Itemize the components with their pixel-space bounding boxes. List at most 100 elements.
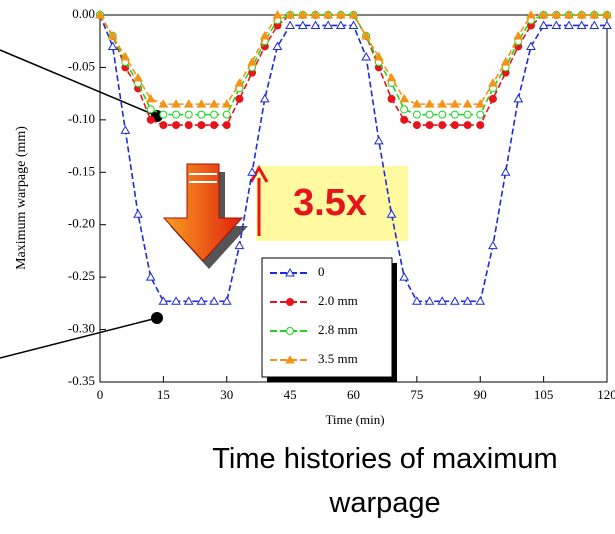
point bbox=[209, 296, 219, 305]
point bbox=[171, 99, 181, 108]
legend-label: 2.8 mm bbox=[318, 322, 358, 337]
point bbox=[387, 94, 396, 103]
x-axis-label: Time (min) bbox=[325, 412, 384, 427]
point bbox=[412, 296, 422, 305]
point bbox=[438, 121, 447, 130]
point bbox=[551, 9, 562, 19]
y-tick-label: 0.00 bbox=[72, 6, 95, 21]
y-axis-label: Maximum warpage (mm) bbox=[14, 126, 29, 270]
point bbox=[462, 99, 473, 108]
legend-marker bbox=[285, 354, 295, 364]
point bbox=[95, 9, 105, 19]
legend-marker bbox=[286, 327, 294, 335]
point bbox=[526, 41, 536, 50]
point bbox=[210, 110, 219, 119]
point bbox=[310, 9, 321, 19]
point bbox=[424, 296, 435, 305]
point bbox=[259, 30, 270, 40]
point bbox=[513, 30, 524, 40]
point bbox=[259, 93, 270, 103]
point bbox=[285, 20, 295, 29]
point bbox=[589, 9, 600, 19]
point bbox=[488, 94, 497, 103]
point bbox=[526, 9, 536, 19]
annotation-box bbox=[256, 166, 408, 241]
point bbox=[424, 99, 435, 108]
x-tick-label: 90 bbox=[474, 387, 487, 402]
point bbox=[159, 121, 168, 130]
point bbox=[450, 296, 460, 305]
point bbox=[399, 272, 410, 281]
y-tick-label: -0.35 bbox=[68, 373, 95, 388]
point bbox=[120, 125, 131, 134]
point bbox=[172, 110, 181, 119]
point bbox=[564, 20, 574, 29]
point bbox=[234, 240, 245, 250]
legend-marker bbox=[285, 267, 295, 277]
y-tick-label: -0.25 bbox=[68, 268, 95, 283]
point bbox=[589, 20, 600, 29]
point bbox=[425, 110, 434, 119]
point bbox=[361, 30, 372, 40]
point bbox=[234, 78, 245, 87]
point bbox=[564, 9, 574, 19]
point bbox=[538, 20, 549, 29]
point bbox=[184, 110, 193, 119]
point bbox=[386, 72, 397, 82]
point bbox=[500, 167, 511, 176]
point bbox=[399, 93, 410, 103]
point bbox=[272, 41, 283, 50]
point bbox=[348, 9, 359, 19]
point bbox=[476, 110, 485, 119]
point bbox=[209, 99, 219, 108]
point bbox=[475, 296, 486, 305]
x-tick-label: 0 bbox=[97, 387, 104, 402]
point bbox=[145, 272, 156, 281]
x-tick-label: 60 bbox=[347, 387, 360, 402]
point bbox=[196, 296, 207, 305]
callout-dot bbox=[151, 312, 163, 324]
point bbox=[146, 105, 155, 114]
point bbox=[412, 99, 422, 108]
point bbox=[183, 296, 194, 305]
point bbox=[107, 41, 118, 50]
point bbox=[221, 99, 232, 108]
point bbox=[475, 99, 486, 108]
y-tick-label: -0.10 bbox=[68, 111, 95, 126]
point bbox=[463, 110, 472, 119]
point bbox=[323, 20, 334, 29]
point bbox=[462, 296, 473, 305]
callout-line bbox=[0, 317, 158, 359]
x-tick-label: 105 bbox=[534, 387, 554, 402]
point bbox=[297, 20, 308, 29]
point bbox=[120, 51, 131, 61]
point bbox=[197, 121, 206, 130]
point bbox=[171, 296, 181, 305]
point bbox=[285, 9, 295, 19]
big-arrow bbox=[162, 163, 244, 262]
legend-label: 2.0 mm bbox=[318, 293, 358, 308]
point bbox=[602, 9, 612, 19]
point bbox=[551, 20, 562, 29]
point bbox=[310, 20, 321, 29]
point bbox=[323, 9, 334, 19]
legend bbox=[261, 257, 393, 378]
point bbox=[450, 110, 459, 119]
point bbox=[222, 110, 231, 119]
point bbox=[513, 93, 524, 103]
point bbox=[145, 93, 156, 103]
point bbox=[159, 110, 168, 119]
point bbox=[107, 30, 118, 40]
point bbox=[438, 110, 447, 119]
y-tick-label: -0.05 bbox=[68, 58, 95, 73]
x-tick-label: 15 bbox=[157, 387, 170, 402]
series-line bbox=[99, 14, 607, 116]
point bbox=[576, 9, 587, 19]
point bbox=[373, 51, 384, 61]
point bbox=[158, 296, 169, 305]
point bbox=[221, 296, 232, 305]
point bbox=[348, 20, 359, 29]
legend-label: 0 bbox=[318, 264, 325, 279]
point bbox=[576, 20, 587, 29]
